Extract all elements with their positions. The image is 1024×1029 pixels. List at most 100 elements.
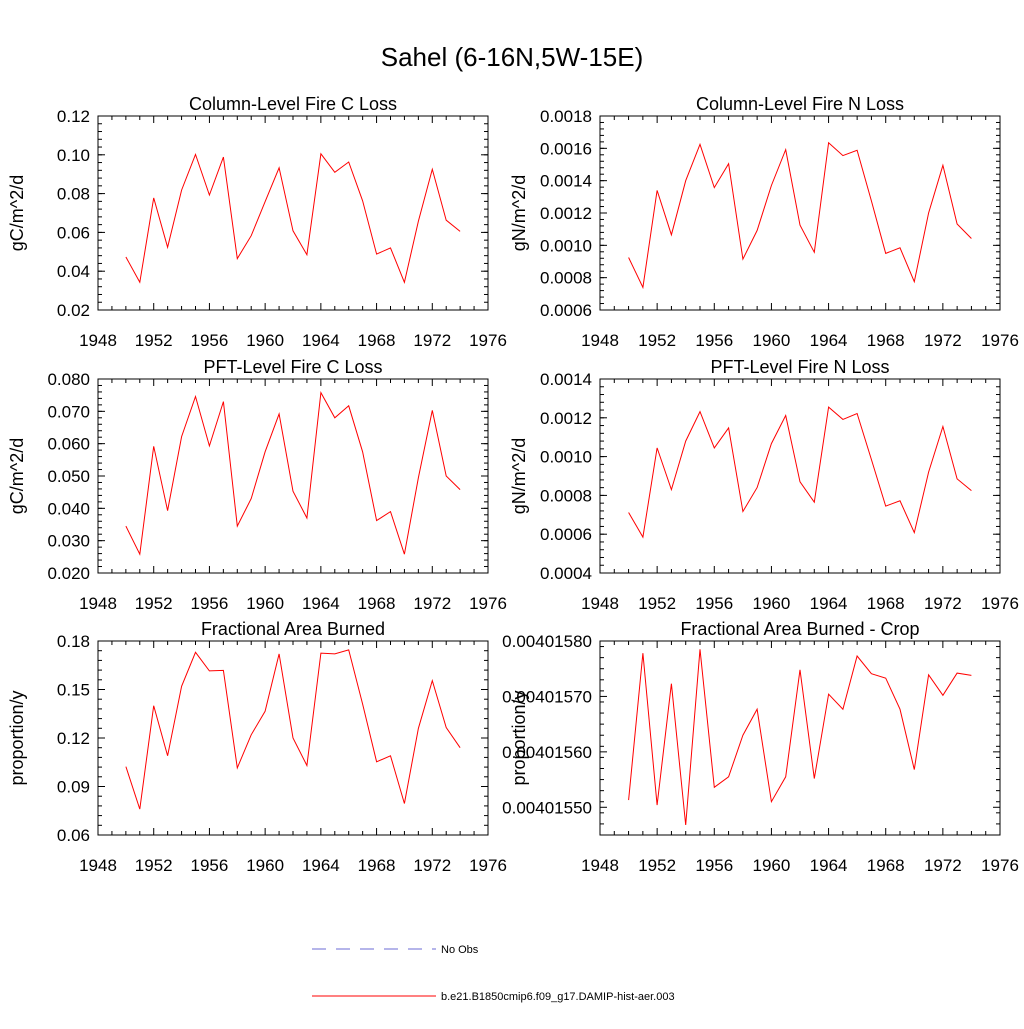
y-tick-label: 0.00401580	[502, 632, 592, 651]
y-tick-label: 0.060	[47, 435, 90, 454]
series-line	[628, 141, 972, 290]
x-tick-label: 1972	[413, 331, 451, 350]
chart-title: Fractional Area Burned - Crop	[680, 619, 919, 639]
chart-title: Column-Level Fire C Loss	[189, 94, 397, 114]
y-tick-label: 0.15	[57, 681, 90, 700]
chart-title: Column-Level Fire N Loss	[696, 94, 904, 114]
plot-frame	[97, 378, 489, 574]
y-tick-label: 0.00401570	[502, 687, 592, 706]
x-tick-label: 1972	[413, 856, 451, 875]
y-tick-label: 0.12	[57, 107, 90, 126]
x-tick-label: 1956	[191, 594, 229, 613]
chart-title: PFT-Level Fire N Loss	[710, 357, 889, 377]
y-tick-label: 0.0010	[540, 448, 592, 467]
y-tick-label: 0.050	[47, 467, 90, 486]
chart-fractional-area-burned-crop: Fractional Area Burned - Crop proportion/…	[502, 619, 1019, 875]
x-tick-label: 1952	[135, 331, 173, 350]
x-tick-label: 1976	[981, 594, 1019, 613]
legend-label-model: b.e21.B1850cmip6.f09_g17.DAMIP-hist-aer.…	[441, 991, 675, 1003]
x-tick-label: 1976	[469, 856, 507, 875]
x-tick-label: 1976	[469, 331, 507, 350]
y-axis-label: proportion/y	[7, 690, 27, 785]
y-tick-label: 0.030	[47, 532, 90, 551]
x-tick-label: 1964	[302, 594, 340, 613]
chart-column-level-fire-n-loss: Column-Level Fire N Loss gN/m^2/d 1948 1952…	[509, 94, 1019, 350]
series-line	[125, 152, 461, 284]
x-tick-label: 1964	[810, 594, 848, 613]
y-tick-label: 0.0016	[540, 139, 592, 158]
series-line	[628, 406, 972, 539]
y-tick-label: 0.080	[47, 370, 90, 389]
x-tick-label: 1972	[413, 594, 451, 613]
legend-label-no-obs: No Obs	[441, 944, 479, 956]
series-line	[628, 649, 972, 826]
y-tick-label: 0.12	[57, 729, 90, 748]
x-tick-label: 1952	[135, 594, 173, 613]
plot-frame	[97, 115, 489, 311]
chart-fractional-area-burned: Fractional Area Burned proportion/y 1948 19…	[7, 619, 507, 875]
figure-title: Sahel (6-16N,5W-15E)	[381, 42, 644, 72]
chart-pft-level-fire-n-loss: PFT-Level Fire N Loss gN/m^2/d 1948 1952 195…	[509, 357, 1019, 613]
x-tick-label: 1968	[358, 331, 396, 350]
y-tick-label: 0.070	[47, 402, 90, 421]
y-tick-label: 0.10	[57, 146, 90, 165]
panels: Column-Level Fire C Loss gC/m^2/d 1948 1952…	[7, 94, 1019, 875]
x-tick-label: 1972	[924, 594, 962, 613]
x-tick-label: 1960	[753, 594, 791, 613]
chart-title: PFT-Level Fire C Loss	[203, 357, 382, 377]
y-tick-label: 0.040	[47, 499, 90, 518]
y-tick-label: 0.0012	[540, 204, 592, 223]
x-tick-label: 1960	[246, 594, 284, 613]
chart-pft-level-fire-c-loss: PFT-Level Fire C Loss gC/m^2/d 1948 1952 195…	[7, 357, 507, 613]
chart-title: Fractional Area Burned	[201, 619, 385, 639]
x-tick-label: 1952	[638, 331, 676, 350]
x-tick-label: 1964	[302, 856, 340, 875]
x-tick-label: 1960	[753, 856, 791, 875]
x-tick-label: 1972	[924, 331, 962, 350]
x-tick-label: 1968	[867, 331, 905, 350]
x-tick-label: 1964	[302, 331, 340, 350]
x-tick-label: 1968	[358, 594, 396, 613]
x-tick-label: 1960	[753, 331, 791, 350]
y-tick-label: 0.00401550	[502, 798, 592, 817]
x-tick-label: 1956	[191, 856, 229, 875]
y-tick-label: 0.08	[57, 185, 90, 204]
y-tick-label: 0.0004	[540, 564, 592, 583]
x-tick-label: 1968	[867, 594, 905, 613]
x-tick-label: 1948	[79, 594, 117, 613]
y-tick-label: 0.0006	[540, 525, 592, 544]
y-tick-label: 0.0018	[540, 107, 592, 126]
x-tick-label: 1972	[924, 856, 962, 875]
x-tick-label: 1948	[581, 856, 619, 875]
y-tick-label: 0.09	[57, 778, 90, 797]
series-line	[125, 649, 461, 810]
y-tick-label: 0.18	[57, 632, 90, 651]
x-tick-label: 1952	[638, 856, 676, 875]
y-tick-label: 0.02	[57, 301, 90, 320]
y-tick-label: 0.04	[57, 262, 90, 281]
x-tick-label: 1956	[695, 856, 733, 875]
x-tick-label: 1948	[581, 331, 619, 350]
x-tick-label: 1948	[79, 856, 117, 875]
x-tick-label: 1952	[638, 594, 676, 613]
plot-frame	[599, 378, 1001, 574]
y-tick-label: 0.06	[57, 826, 90, 845]
x-tick-label: 1960	[246, 331, 284, 350]
x-tick-label: 1964	[810, 856, 848, 875]
legend: No Obs b.e21.B1850cmip6.f09_g17.DAMIP-hi…	[312, 944, 675, 1003]
x-tick-label: 1956	[695, 331, 733, 350]
y-tick-label: 0.0014	[540, 172, 592, 191]
x-tick-label: 1964	[810, 331, 848, 350]
plot-frame	[599, 115, 1001, 311]
x-tick-label: 1968	[358, 856, 396, 875]
x-tick-label: 1976	[981, 856, 1019, 875]
y-tick-label: 0.0006	[540, 301, 592, 320]
y-tick-label: 0.00401560	[502, 743, 592, 762]
y-tick-label: 0.0010	[540, 236, 592, 255]
y-tick-label: 0.020	[47, 564, 90, 583]
y-tick-label: 0.0008	[540, 486, 592, 505]
x-tick-label: 1948	[79, 331, 117, 350]
x-tick-label: 1952	[135, 856, 173, 875]
